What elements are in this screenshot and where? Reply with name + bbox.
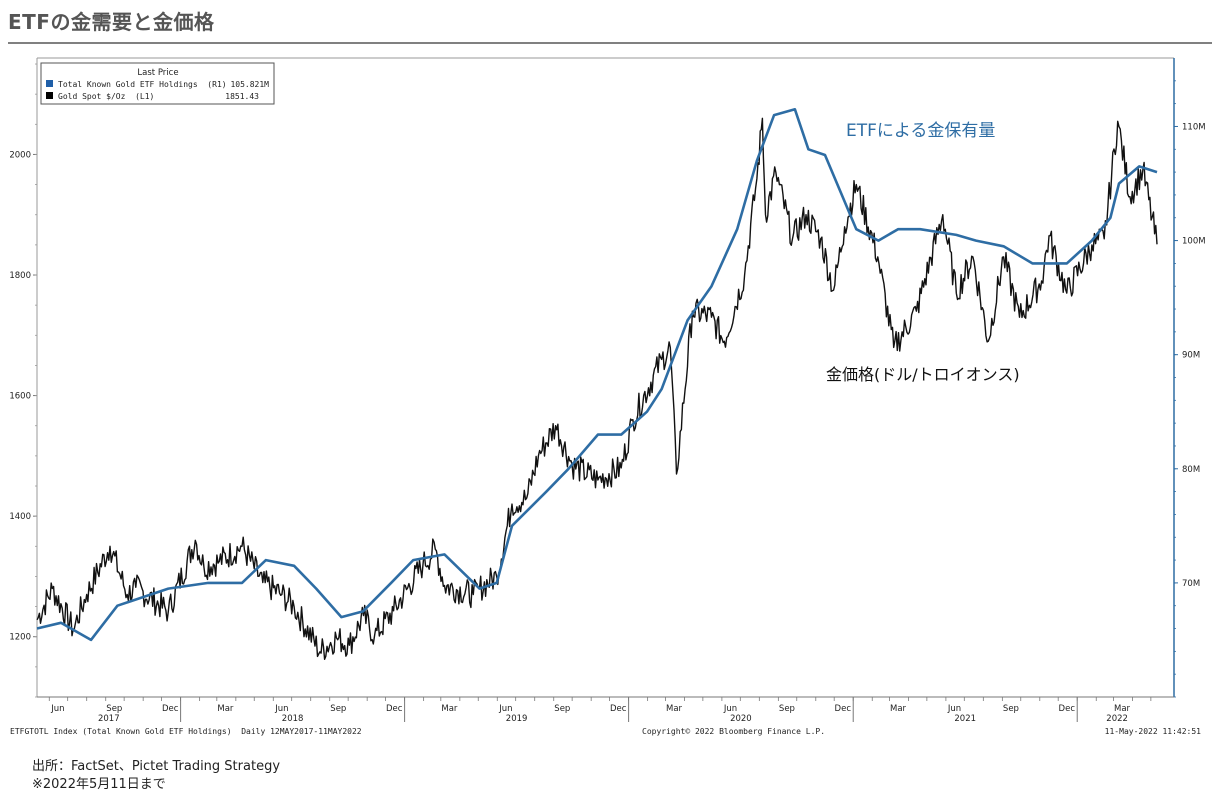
legend-swatch-gold xyxy=(46,92,53,99)
x-month-label: Mar xyxy=(1114,704,1131,714)
x-month-label: Dec xyxy=(386,704,403,714)
x-month-label: Dec xyxy=(835,704,852,714)
left-tick-label: 2000 xyxy=(9,150,31,160)
legend-label-etf: Total Known Gold ETF Holdings (R1) xyxy=(58,80,227,89)
x-month-label: Jun xyxy=(50,704,64,714)
gold-annotation: 金価格(ドル/トロイオンス) xyxy=(826,365,1020,384)
x-month-label: Jun xyxy=(723,704,737,714)
right-tick-label: 70M xyxy=(1182,579,1200,589)
x-month-label: Mar xyxy=(441,704,458,714)
x-month-label: Dec xyxy=(1059,704,1076,714)
legend-value-gold: 1851.43 xyxy=(225,92,259,101)
x-month-label: Mar xyxy=(666,704,683,714)
source-note: 出所：FactSet、Pictet Trading Strategy xyxy=(32,759,281,774)
etf-annotation: ETFによる金保有量 xyxy=(846,121,995,141)
footer-center: Copyright© 2022 Bloomberg Finance L.P. xyxy=(642,727,825,736)
left-tick-label: 1400 xyxy=(9,512,31,522)
x-month-label: Sep xyxy=(554,704,570,714)
right-tick-label: 100M xyxy=(1182,237,1206,247)
x-month-label: Dec xyxy=(162,704,179,714)
x-month-label: Sep xyxy=(106,704,122,714)
x-year-label: 2019 xyxy=(506,714,528,724)
gold-price-line xyxy=(36,117,1158,660)
left-tick-label: 1600 xyxy=(9,392,31,402)
left-tick-label: 1800 xyxy=(9,271,31,281)
left-y-axis: 1200 1400 1600 1800 2000 xyxy=(9,63,37,698)
legend-label-gold: Gold Spot $/Oz (L1) xyxy=(58,92,154,101)
x-year-label: 2020 xyxy=(730,714,752,724)
etf-holdings-line xyxy=(36,108,1158,642)
legend-header: Last Price xyxy=(137,68,178,78)
page-title: ETFの金需要と金価格 xyxy=(8,10,215,34)
x-month-label: Mar xyxy=(217,704,234,714)
legend-box xyxy=(40,62,275,105)
title-divider xyxy=(8,42,1212,44)
legend-swatch-etf xyxy=(46,80,53,87)
footer-left: ETFGTOTL Index (Total Known Gold ETF Hol… xyxy=(10,727,362,736)
x-month-label: Sep xyxy=(330,704,346,714)
x-month-label: Sep xyxy=(779,704,795,714)
right-y-axis: 70M 80M 90M 100M 110M xyxy=(1174,80,1206,698)
x-year-label: 2021 xyxy=(954,714,976,724)
x-month-label: Sep xyxy=(1003,704,1019,714)
x-month-label: Jun xyxy=(947,704,961,714)
x-month-label: Mar xyxy=(890,704,907,714)
x-month-label: Jun xyxy=(274,704,288,714)
x-year-label: 2018 xyxy=(282,714,304,724)
x-month-label: Dec xyxy=(610,704,627,714)
footer-right: 11-May-2022 11:42:51 xyxy=(1105,727,1202,736)
right-tick-label: 90M xyxy=(1182,351,1200,361)
right-tick-label: 110M xyxy=(1182,122,1206,132)
x-axis: Jun Sep Dec Mar Jun Sep Dec Mar Jun Sep Dec Mar Jun S… xyxy=(48,697,1152,724)
legend: Last Price Total Known Gold ETF Holdings… xyxy=(40,62,275,105)
x-year-label: 2022 xyxy=(1106,714,1128,724)
legend-value-etf: 105.821M xyxy=(230,80,269,89)
x-year-label: 2017 xyxy=(98,714,120,724)
date-note: ※2022年5月11日まで xyxy=(32,777,166,792)
right-tick-label: 80M xyxy=(1182,465,1200,475)
x-month-label: Jun xyxy=(498,704,512,714)
left-tick-label: 1200 xyxy=(9,633,31,643)
